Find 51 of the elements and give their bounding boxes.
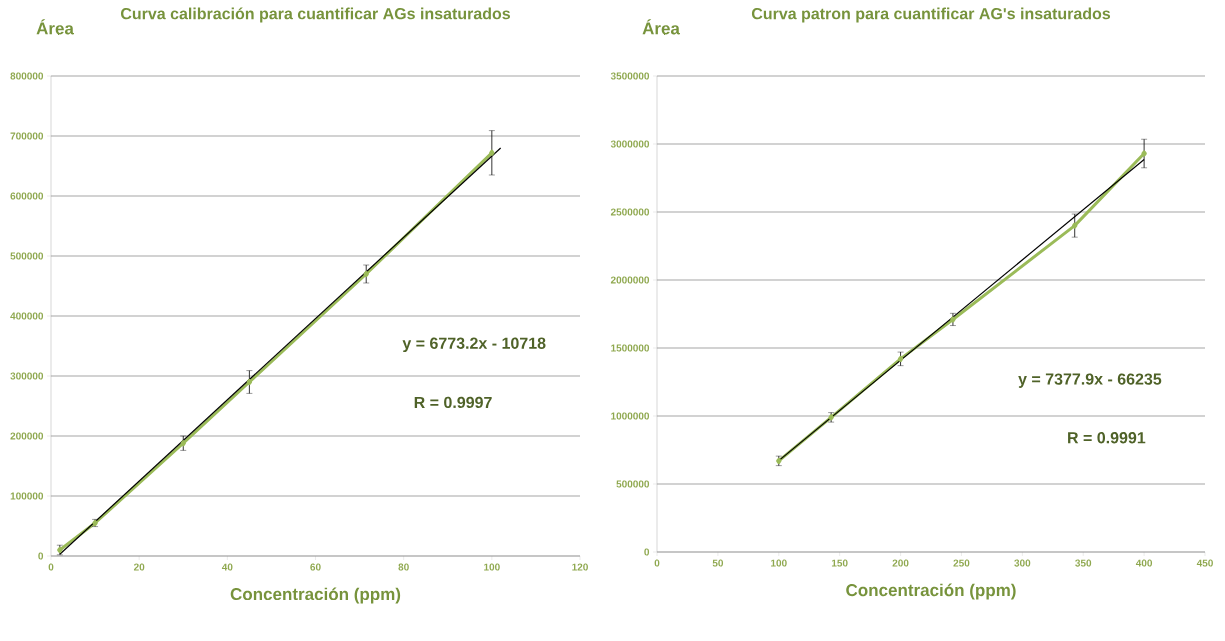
y-tick-label: 500000 xyxy=(10,252,44,260)
x-tick-label: 20 xyxy=(133,563,145,571)
x-tick-label: 40 xyxy=(221,563,233,571)
y-axis-title: Área xyxy=(642,19,681,35)
x-tick-label: 450 xyxy=(1196,559,1213,567)
x-tick-label: 250 xyxy=(953,559,970,567)
y-axis-title: Área xyxy=(36,19,75,35)
x-tick-label: 400 xyxy=(1135,559,1153,567)
y-tick-label: 1500000 xyxy=(611,344,650,352)
point xyxy=(1141,150,1147,157)
x-tick-label: 150 xyxy=(831,559,848,567)
x-tick-label: 200 xyxy=(892,559,909,567)
x-tick-label: 100 xyxy=(484,563,500,571)
chart-title: Curva patron para cuantificar AG's insaturados xyxy=(751,7,1111,23)
x-tick-label: 60 xyxy=(310,563,321,571)
y-tick-label: 800000 xyxy=(10,72,44,80)
y-tick-label: 600000 xyxy=(10,192,44,200)
y-tick-label: 100000 xyxy=(10,492,44,500)
y-tick-label: 3000000 xyxy=(610,140,650,148)
point xyxy=(489,149,495,156)
x-tick-label: 350 xyxy=(1075,559,1092,567)
x-tick-label: 80 xyxy=(398,563,409,571)
y-tick-label: 3500000 xyxy=(610,72,650,80)
y-tick-label: 200000 xyxy=(10,432,44,440)
annotation: R = 0.9997 xyxy=(414,396,492,409)
point xyxy=(246,378,253,386)
x-tick-label: 0 xyxy=(48,563,54,571)
chart-title: Curva calibración para cuantificar AGs insaturados xyxy=(120,7,510,23)
point xyxy=(897,355,904,362)
x-axis-title: Concentración (ppm) xyxy=(230,587,401,604)
y-tick-label: 2000000 xyxy=(610,276,650,284)
y-tick-label: 2500000 xyxy=(610,208,650,216)
point xyxy=(1072,222,1078,229)
y-tick-label: 700000 xyxy=(10,132,44,140)
x-axis-title: Concentración (ppm) xyxy=(846,583,1016,600)
y-tick-label: 1000000 xyxy=(611,412,650,420)
point xyxy=(180,440,186,447)
x-tick-label: 120 xyxy=(572,563,588,571)
y-tick-label: 500000 xyxy=(616,480,650,488)
point xyxy=(363,270,369,278)
y-tick-label: 0 xyxy=(38,552,44,560)
y-tick-label: 300000 xyxy=(10,372,44,380)
y-tick-label: 0 xyxy=(644,548,650,556)
x-tick-label: 0 xyxy=(654,559,660,567)
y-tick-label: 400000 xyxy=(10,312,44,320)
x-tick-label: 300 xyxy=(1014,559,1031,567)
annotation: R = 0.9991 xyxy=(1068,432,1146,444)
x-tick-label: 50 xyxy=(712,559,724,567)
annotation: y = 7377.9x - 66235 xyxy=(1018,373,1162,388)
x-tick-label: 100 xyxy=(771,559,787,567)
annotation: y = 6773.2x - 10718 xyxy=(402,337,546,353)
